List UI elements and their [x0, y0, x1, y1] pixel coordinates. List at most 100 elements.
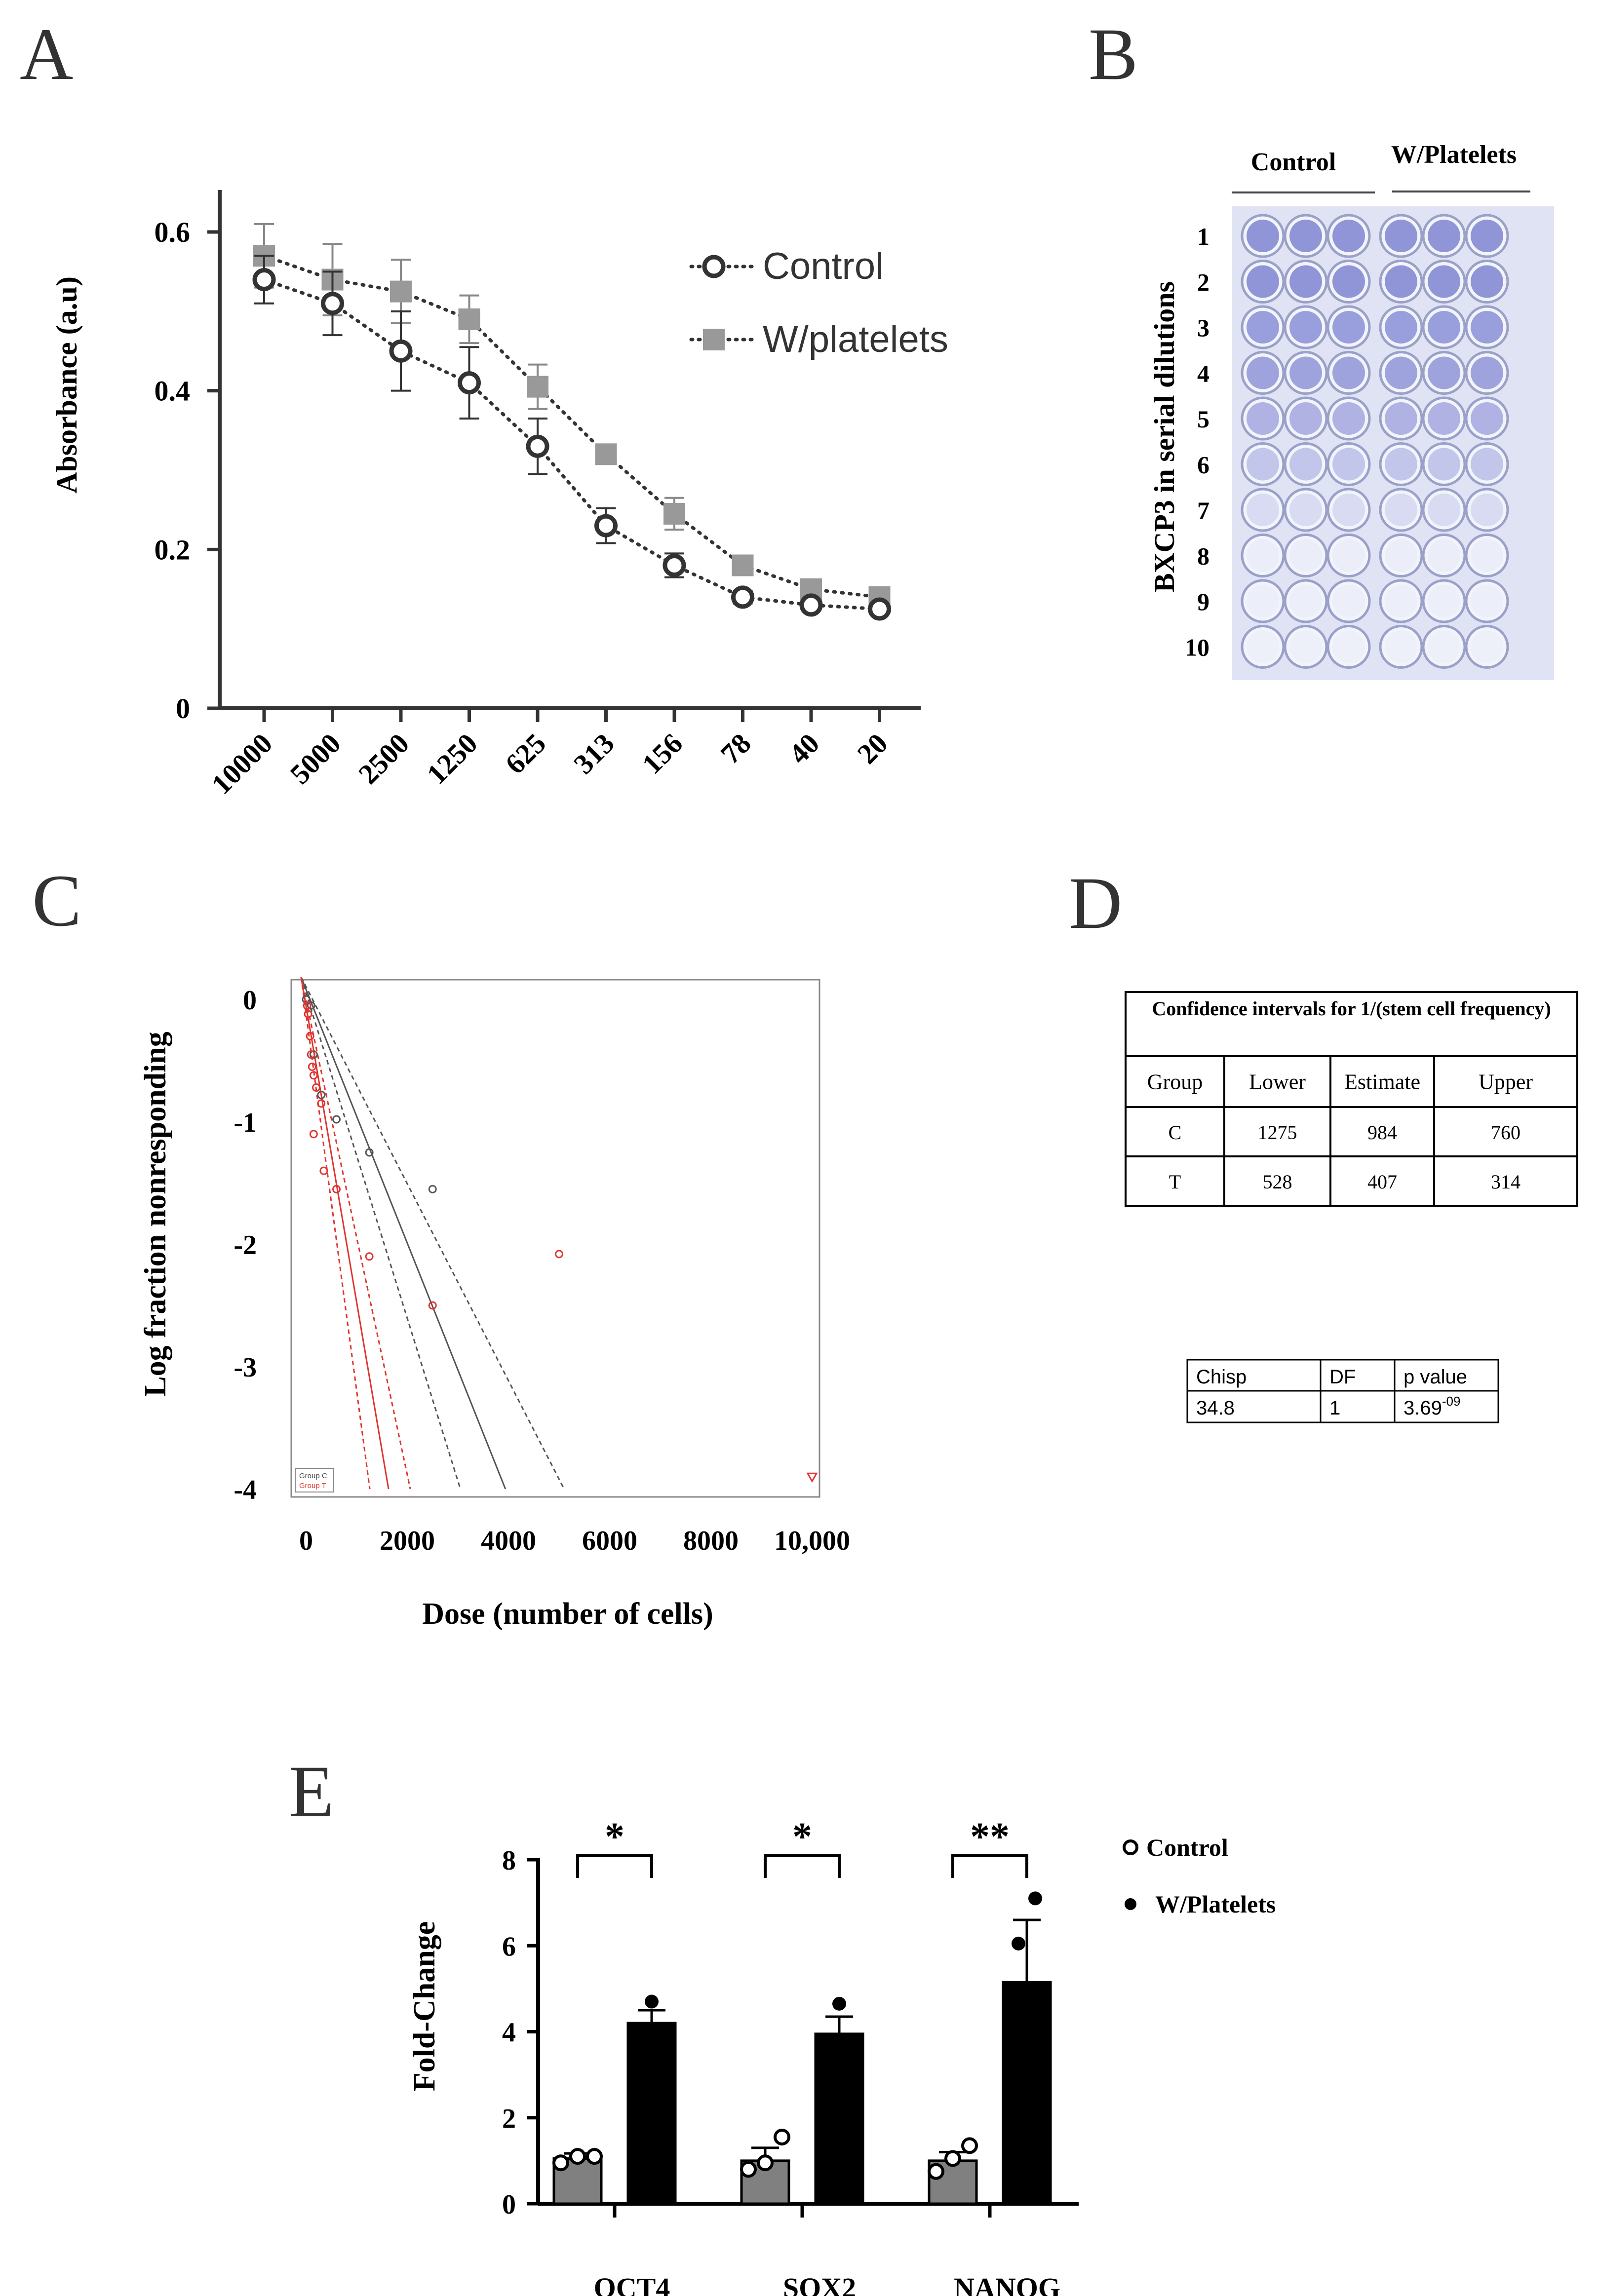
panel-label-a: A — [20, 13, 73, 95]
e-point-platelets — [832, 1997, 846, 2011]
a-point-control — [323, 294, 342, 313]
b-well-stain — [1289, 266, 1322, 298]
e-bar-platelets — [628, 2023, 675, 2204]
b-row-label: 6 — [1197, 451, 1209, 479]
b-row-label: 5 — [1197, 405, 1209, 433]
a-legend-platelet-label: W/platelets — [763, 318, 948, 360]
e-significance-mark: ** — [970, 1815, 1010, 1859]
e-y-tick-label: 6 — [502, 1931, 516, 1962]
d-table-header: Group — [1147, 1070, 1203, 1094]
a-point-platelets — [663, 503, 685, 525]
a-point-platelets — [527, 376, 548, 398]
a-point-control — [597, 516, 616, 535]
b-well-stain — [1428, 266, 1460, 298]
b-row-label: 10 — [1185, 634, 1209, 661]
panel-e-bar-chart: 02468 OCT4*SOX2*NANOG** Fold-Change Cont… — [408, 1815, 1276, 2296]
b-well-stain — [1428, 448, 1460, 481]
e-point-platelets — [1028, 1891, 1042, 1905]
a-x-tick-label: 2500 — [352, 727, 415, 790]
b-group-platelets: W/Platelets — [1391, 141, 1517, 169]
e-significance-mark: * — [605, 1815, 624, 1859]
e-y-tick-label: 8 — [502, 1845, 516, 1876]
a-x-tick-label: 78 — [714, 727, 757, 770]
c-legend: Group C Group T — [295, 1468, 334, 1492]
d-chisq-header: p value — [1404, 1366, 1467, 1388]
c-x-tick-label: 6000 — [582, 1526, 637, 1556]
a-point-control — [255, 270, 273, 289]
b-well-stain — [1385, 266, 1417, 298]
a-x-tick-label: 1250 — [421, 727, 484, 790]
d-table-header: Lower — [1249, 1070, 1306, 1094]
e-x-tick-label: SOX2 — [783, 2272, 856, 2296]
d-table-value: 984 — [1367, 1121, 1397, 1144]
b-row-label: 8 — [1197, 542, 1209, 570]
b-well-stain — [1332, 494, 1365, 526]
c-x-tick-label: 8000 — [683, 1526, 739, 1556]
b-well-stain — [1332, 402, 1365, 435]
e-point-control — [758, 2156, 772, 2170]
a-x-tick-label: 5000 — [284, 727, 347, 790]
e-point-control — [963, 2139, 976, 2152]
b-well-stain — [1385, 357, 1417, 389]
b-well-stain — [1385, 494, 1417, 526]
d-table-title: Confidence intervals for 1/(stem cell fr… — [1131, 993, 1572, 1025]
b-well-stain — [1428, 357, 1460, 389]
e-point-control — [587, 2149, 601, 2163]
a-point-control — [665, 556, 684, 575]
a-point-control — [460, 374, 479, 392]
c-x-axis-label: Dose (number of cells) — [422, 1597, 713, 1631]
c-y-tick-label: -1 — [234, 1108, 257, 1138]
b-well-stain — [1385, 402, 1417, 435]
a-point-control — [802, 596, 820, 614]
d-chisq-value: 34.8 — [1196, 1397, 1235, 1419]
panel-label-c: C — [32, 860, 81, 942]
e-legend: Control W/Platelets — [1124, 1834, 1276, 1918]
b-well-stain — [1289, 631, 1322, 663]
c-legend-group-c: Group C — [299, 1472, 327, 1480]
e-significance-bracket — [765, 1856, 839, 1878]
a-x-tick-label: 313 — [567, 727, 620, 780]
e-significance-bracket — [953, 1856, 1027, 1878]
a-legend-platelet-marker — [703, 329, 725, 350]
b-well-stain — [1332, 631, 1365, 663]
b-well-stain — [1247, 311, 1279, 344]
a-y-tick-label: 0.6 — [155, 216, 191, 248]
e-point-control — [946, 2152, 960, 2166]
d-table-header: Upper — [1479, 1070, 1533, 1094]
b-row-label: 1 — [1197, 223, 1209, 250]
d-table-value: 760 — [1491, 1121, 1521, 1144]
a-point-control — [391, 342, 410, 360]
b-well-stain — [1247, 494, 1279, 526]
b-well-stain — [1428, 402, 1460, 435]
b-well-stain — [1385, 585, 1417, 617]
a-x-tick-label: 20 — [851, 727, 894, 770]
b-well-stain — [1289, 402, 1322, 435]
e-point-control — [571, 2149, 585, 2163]
c-y-tick-label: -4 — [234, 1475, 257, 1505]
b-well-stain — [1289, 220, 1322, 252]
c-x-tick-label: 2000 — [380, 1526, 435, 1556]
d-table-value: T — [1169, 1171, 1181, 1193]
e-significance-mark: * — [792, 1815, 812, 1859]
b-row-label: 2 — [1197, 268, 1209, 296]
a-y-axis-label: Absorbance (a.u) — [50, 276, 83, 494]
b-well-stain — [1332, 266, 1365, 298]
c-x-tick-label: 10,000 — [774, 1526, 850, 1556]
b-well-stain — [1385, 220, 1417, 252]
c-y-axis-label: Log fraction nonresponding — [139, 1032, 172, 1397]
e-y-axis-label: Fold-Change — [408, 1921, 441, 2091]
e-x-tick-label: NANOG — [954, 2272, 1060, 2296]
b-well-stain — [1289, 311, 1322, 344]
a-point-control — [734, 588, 752, 607]
panel-label-e: E — [289, 1751, 334, 1833]
b-well-stain — [1428, 585, 1460, 617]
e-point-control — [775, 2130, 789, 2144]
b-well-stain — [1428, 631, 1460, 663]
e-legend-control-label: Control — [1146, 1834, 1228, 1861]
b-well-stain — [1428, 311, 1460, 344]
e-legend-platelet-label: W/Platelets — [1155, 1890, 1276, 1918]
b-well-stain — [1247, 220, 1279, 252]
b-well-stain — [1289, 494, 1322, 526]
e-x-tick-label: OCT4 — [594, 2272, 670, 2296]
c-x-tick-label: 4000 — [481, 1526, 536, 1556]
